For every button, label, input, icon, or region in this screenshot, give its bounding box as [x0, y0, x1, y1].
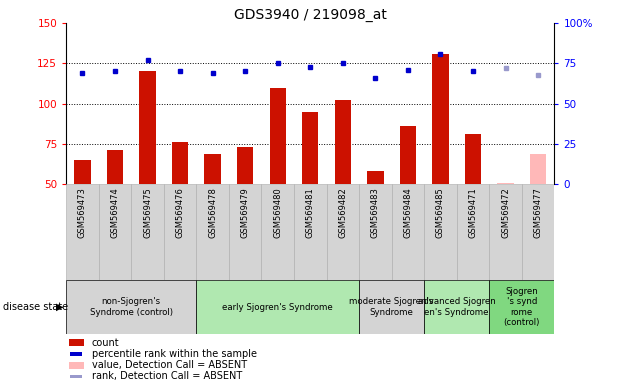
Bar	[107, 151, 123, 184]
Bar	[400, 126, 416, 184]
Text: GSM569484: GSM569484	[403, 187, 413, 238]
Bar	[490, 184, 522, 280]
Bar	[490, 280, 554, 334]
Text: GSM569485: GSM569485	[436, 187, 445, 238]
Bar	[66, 184, 99, 280]
Text: GSM569472: GSM569472	[501, 187, 510, 238]
Text: GSM569480: GSM569480	[273, 187, 282, 238]
Bar	[70, 352, 83, 356]
Bar	[66, 280, 197, 334]
Bar	[465, 134, 481, 184]
Bar	[74, 160, 91, 184]
Bar	[367, 171, 384, 184]
Bar	[197, 184, 229, 280]
Text: Sjogren
's synd
rome
(control): Sjogren 's synd rome (control)	[503, 287, 540, 327]
Text: GSM569475: GSM569475	[143, 187, 152, 238]
Bar	[139, 71, 156, 184]
Bar	[302, 112, 318, 184]
Bar	[205, 154, 220, 184]
Text: GSM569476: GSM569476	[176, 187, 185, 238]
Text: GSM569482: GSM569482	[338, 187, 347, 238]
Bar	[457, 184, 490, 280]
Bar	[530, 154, 546, 184]
Text: disease state: disease state	[3, 302, 68, 312]
Text: GSM569483: GSM569483	[371, 187, 380, 238]
Bar	[99, 184, 131, 280]
Bar	[498, 183, 513, 184]
Bar	[359, 184, 392, 280]
Bar	[424, 280, 490, 334]
Bar	[270, 88, 286, 184]
Bar	[70, 375, 83, 378]
Text: GSM569471: GSM569471	[469, 187, 478, 238]
Bar	[229, 184, 261, 280]
Text: moderate Sjogren's
Syndrome: moderate Sjogren's Syndrome	[350, 298, 434, 317]
Title: GDS3940 / 219098_at: GDS3940 / 219098_at	[234, 8, 387, 22]
Bar	[294, 184, 326, 280]
Bar	[522, 184, 554, 280]
Text: rank, Detection Call = ABSENT: rank, Detection Call = ABSENT	[91, 371, 242, 381]
Bar	[424, 184, 457, 280]
Text: GSM569473: GSM569473	[78, 187, 87, 238]
Text: GSM569481: GSM569481	[306, 187, 315, 238]
Bar	[326, 184, 359, 280]
Text: non-Sjogren's
Syndrome (control): non-Sjogren's Syndrome (control)	[89, 298, 173, 317]
Text: GSM569479: GSM569479	[241, 187, 249, 238]
Text: GSM569474: GSM569474	[110, 187, 120, 238]
Bar	[172, 142, 188, 184]
Bar	[237, 147, 253, 184]
Bar	[261, 184, 294, 280]
Text: count: count	[91, 338, 119, 348]
Text: advanced Sjogren
en's Syndrome: advanced Sjogren en's Syndrome	[418, 298, 496, 317]
Bar	[432, 54, 449, 184]
Text: GSM569478: GSM569478	[208, 187, 217, 238]
Bar	[359, 280, 424, 334]
Text: early Sjogren's Syndrome: early Sjogren's Syndrome	[222, 303, 333, 312]
Text: GSM569477: GSM569477	[534, 187, 542, 238]
Text: percentile rank within the sample: percentile rank within the sample	[91, 349, 256, 359]
Bar	[392, 184, 424, 280]
Bar	[131, 184, 164, 280]
Bar	[69, 339, 84, 346]
Bar	[197, 280, 359, 334]
Bar	[69, 362, 84, 369]
Bar	[335, 101, 351, 184]
Text: value, Detection Call = ABSENT: value, Detection Call = ABSENT	[91, 360, 247, 370]
Text: ▶: ▶	[55, 302, 63, 312]
Bar	[164, 184, 197, 280]
